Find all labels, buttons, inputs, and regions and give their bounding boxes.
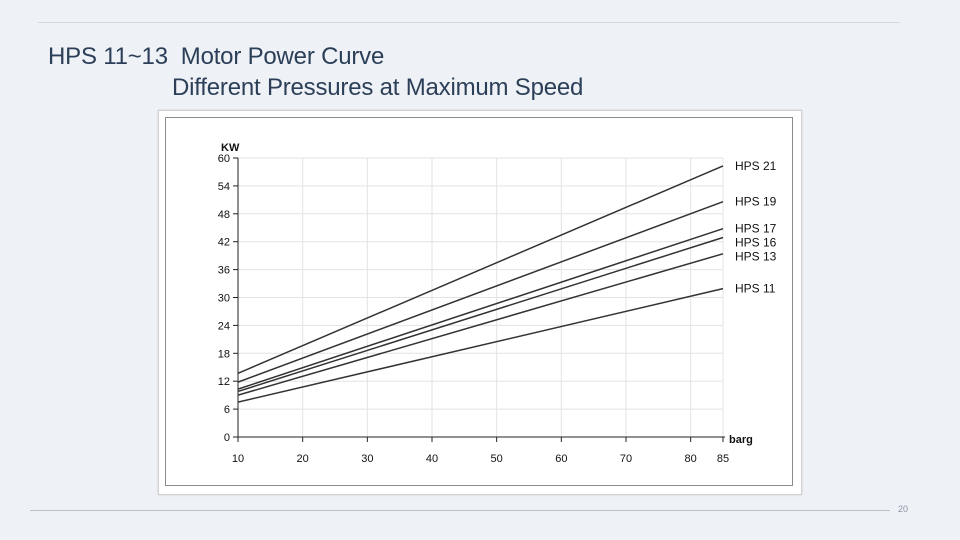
series-line-hps-17 [237, 227, 724, 390]
y-tick-label: 12 [218, 376, 230, 388]
series-label-hps-19: HPS 19 [735, 195, 777, 209]
x-tick-label: 70 [620, 453, 632, 465]
series-line-hps-16 [237, 236, 724, 393]
top-divider [38, 22, 900, 23]
series-label-hps-11: HPS 11 [735, 282, 776, 296]
y-tick-label: 24 [218, 320, 230, 332]
grid-lines [238, 157, 724, 437]
chart-border [165, 117, 793, 486]
y-tick-label: 30 [218, 293, 230, 305]
y-tick-label: 42 [218, 237, 230, 249]
x-tick-label: 60 [555, 453, 567, 465]
y-tick-label: 18 [218, 348, 230, 360]
bottom-divider [30, 510, 890, 511]
y-axis-title: KW [221, 142, 240, 154]
series-line-hps-19 [237, 201, 724, 383]
y-tick-label: 54 [218, 181, 230, 193]
y-tick-label: 48 [218, 209, 230, 221]
x-tick-label: 40 [426, 453, 438, 465]
series-label-hps-13: HPS 13 [735, 250, 777, 264]
chart-image-frame: 0 6 12 18 24 30 36 42 48 54 60 10 20 30 40 50 60 70 80 85 KW… [158, 110, 802, 495]
slide-subtitle: Different Pressures at Maximum Speed [172, 74, 584, 101]
x-tick-label: 50 [491, 453, 503, 465]
series-label-hps-17: HPS 17 [735, 222, 777, 236]
series-line-hps-13 [237, 253, 724, 396]
power-curve-chart: 0 6 12 18 24 30 36 42 48 54 60 10 20 30 40 50 60 70 80 85 KW… [218, 142, 777, 465]
series-label-hps-16: HPS 16 [735, 236, 777, 250]
series-label-hps-21: HPS 21 [735, 159, 777, 173]
x-axis-title: barg [729, 434, 753, 446]
x-tick-label: 85 [717, 453, 729, 465]
slide-title: HPS 11~13 Motor Power Curve [48, 43, 385, 70]
axes: 0 6 12 18 24 30 36 42 48 54 60 10 20 30 40 50 60 70 80 85 KW… [218, 142, 753, 465]
x-tick-label: 10 [232, 453, 244, 465]
x-tick-label: 20 [297, 453, 309, 465]
y-tick-label: 0 [224, 432, 230, 444]
y-tick-label: 36 [218, 265, 230, 277]
page-number: 20 [898, 504, 909, 514]
y-tick-label: 60 [218, 153, 230, 165]
x-tick-label: 80 [685, 453, 697, 465]
y-tick-label: 6 [224, 404, 230, 416]
series-line-hps-11 [237, 287, 724, 403]
series-lines [237, 165, 724, 403]
series-line-hps-21 [237, 165, 724, 374]
x-tick-label: 30 [361, 453, 373, 465]
